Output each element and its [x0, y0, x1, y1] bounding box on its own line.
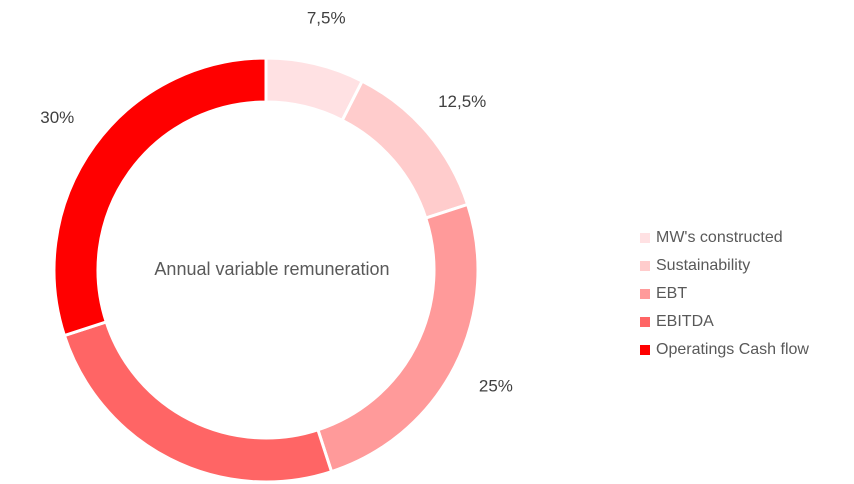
data-label: 7,5% — [307, 9, 346, 28]
legend-text: Sustainability — [656, 257, 750, 274]
data-label: 30% — [40, 108, 74, 127]
legend-text: MW's constructed — [656, 229, 783, 246]
donut-slice — [52, 56, 268, 338]
legend-text: EBITDA — [656, 313, 714, 330]
legend-swatch — [640, 261, 650, 271]
data-label: 12,5% — [438, 92, 486, 111]
donut-slice — [316, 202, 480, 474]
legend-swatch — [640, 233, 650, 243]
legend-text: Operatings Cash flow — [656, 341, 809, 358]
legend-swatch — [640, 345, 650, 355]
center-label: Annual variable remuneration — [154, 259, 389, 279]
donut-slice — [62, 320, 334, 484]
legend-text: EBT — [656, 285, 687, 302]
data-label: 25% — [479, 377, 513, 396]
legend-swatch — [640, 289, 650, 299]
legend-swatch — [640, 317, 650, 327]
